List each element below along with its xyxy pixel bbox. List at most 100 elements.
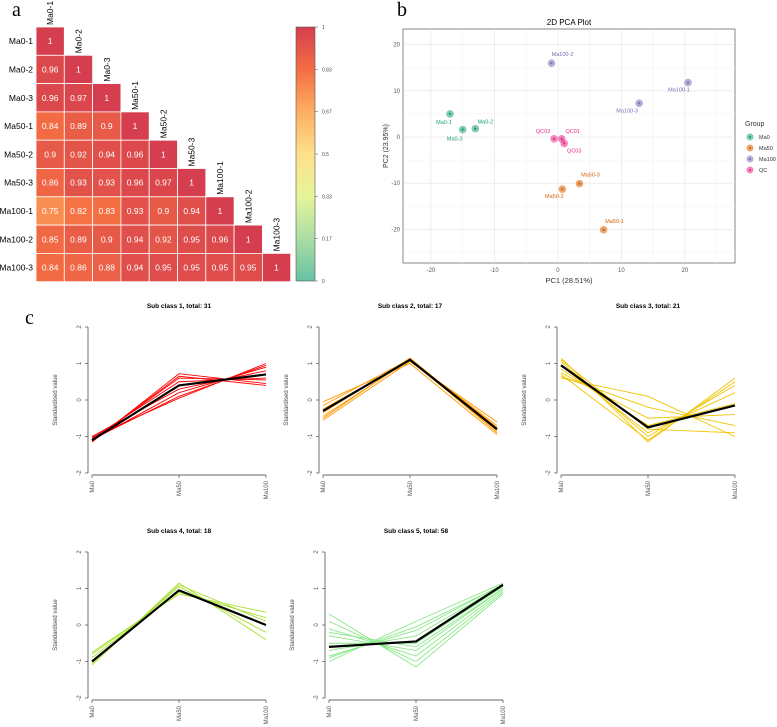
heatmap-col-label: Ma50-3 bbox=[187, 137, 197, 166]
profile-line bbox=[322, 358, 498, 428]
x-tick-label: Ma50 bbox=[177, 480, 183, 496]
heatmap-cell bbox=[35, 252, 65, 283]
x-tick-label: Ma0 bbox=[559, 480, 565, 492]
panel-label-a: a bbox=[12, 0, 21, 21]
y-tick-label: -10 bbox=[391, 181, 400, 187]
y-axis-label: Standardised value bbox=[284, 374, 290, 426]
heatmap-cell-value: 0.82 bbox=[70, 206, 87, 216]
pca-point-label: Ma0-1 bbox=[436, 120, 452, 126]
heatmap-cell-value: 1 bbox=[133, 121, 138, 131]
x-tick-label: Ma0 bbox=[90, 480, 96, 492]
pca-point-label: Ma100-1 bbox=[668, 88, 690, 94]
heatmap-col-label: Ma100-2 bbox=[243, 189, 253, 223]
profile-line bbox=[91, 586, 267, 662]
y-tick-label: 0 bbox=[77, 623, 83, 627]
x-axis-label: PC1 (28.51%) bbox=[545, 276, 593, 285]
legend-marker-core bbox=[748, 168, 752, 172]
colorbar-tick-label: 1 bbox=[322, 25, 325, 31]
pca-point-core bbox=[474, 127, 477, 130]
profile-line bbox=[91, 589, 267, 659]
heatmap-row-label: Ma0-1 bbox=[9, 36, 33, 46]
heatmap-cell-value: 0.93 bbox=[70, 178, 87, 188]
profile-line bbox=[91, 364, 267, 440]
x-tick-label: Ma0 bbox=[327, 705, 333, 717]
mean-line bbox=[91, 373, 267, 442]
pca-panel bbox=[402, 28, 736, 264]
heatmap-cell-value: 0.86 bbox=[70, 263, 87, 273]
heatmap-cell-value: 0.94 bbox=[98, 149, 115, 159]
x-tick-label: -10 bbox=[490, 268, 499, 274]
x-tick-label: 10 bbox=[618, 268, 625, 274]
y-tick-label: -1 bbox=[308, 433, 314, 439]
profile-line bbox=[91, 373, 267, 443]
heatmap-cell bbox=[35, 54, 65, 84]
y-tick-label: 20 bbox=[393, 43, 400, 49]
heatmap-cell-value: 0.75 bbox=[42, 206, 59, 216]
chart-title: Sub class 2, total: 17 bbox=[378, 303, 443, 310]
y-tick-label: -2 bbox=[308, 470, 314, 476]
profile-line bbox=[560, 377, 736, 437]
heatmap-cell bbox=[177, 252, 207, 283]
y-axis-label: Standardised value bbox=[53, 374, 59, 426]
pca-point-label: QC02 bbox=[536, 129, 550, 135]
mean-line bbox=[322, 358, 498, 431]
legend-marker-core bbox=[748, 135, 752, 139]
y-tick-label: 1 bbox=[546, 361, 552, 365]
profile-line bbox=[322, 359, 498, 426]
pca-point-core bbox=[552, 137, 556, 141]
profile-line bbox=[91, 377, 267, 439]
heatmap-cell-value: 0.9 bbox=[44, 149, 56, 159]
heatmap-cell-value: 1 bbox=[161, 149, 166, 159]
heatmap-cell bbox=[120, 139, 150, 169]
heatmap-col-label: Ma50-2 bbox=[158, 109, 168, 138]
y-tick-label: 1 bbox=[77, 361, 83, 365]
profile-line bbox=[91, 377, 267, 441]
heatmap-cell-value: 0.95 bbox=[155, 263, 172, 273]
colorbar-tick-label: 0.83 bbox=[322, 67, 332, 73]
y-tick-label: 0 bbox=[308, 398, 314, 402]
profile-line bbox=[328, 588, 504, 648]
heatmap-row-label: Ma100-1 bbox=[0, 206, 33, 216]
profile-line bbox=[328, 582, 504, 662]
y-tick-label: 2 bbox=[77, 550, 83, 554]
x-tick-label: Ma0 bbox=[90, 705, 96, 717]
heatmap-cell-value: 0.96 bbox=[212, 234, 229, 244]
y-axis-label: PC2 (23.95%) bbox=[383, 124, 390, 168]
profile-line bbox=[328, 589, 504, 657]
mean-line bbox=[91, 589, 267, 663]
x-tick-label: Ma0 bbox=[321, 480, 327, 492]
heatmap-cell bbox=[92, 224, 122, 254]
y-tick-label: 2 bbox=[77, 325, 83, 329]
heatmap-cell bbox=[261, 252, 292, 283]
pca-point-label: Ma50-2 bbox=[545, 194, 564, 200]
profile-line bbox=[560, 374, 736, 441]
profile-line bbox=[91, 582, 267, 666]
pca-point-label: Ma0-2 bbox=[478, 120, 494, 126]
colorbar-tick-label: 0 bbox=[322, 279, 325, 285]
heatmap-cell-value: 0.88 bbox=[98, 263, 115, 273]
heatmap-cell-value: 0.94 bbox=[127, 263, 144, 273]
heatmap-cell-value: 0.83 bbox=[98, 206, 115, 216]
heatmap-cell-value: 0.96 bbox=[127, 178, 144, 188]
heatmap-cell-value: 0.95 bbox=[183, 234, 200, 244]
heatmap-cell-value: 0.93 bbox=[127, 206, 144, 216]
pca-point-label: QC03 bbox=[567, 148, 581, 154]
heatmap-cell-value: 0.95 bbox=[183, 263, 200, 273]
pca-point-core bbox=[550, 61, 553, 65]
heatmap-col-label: Ma100-1 bbox=[215, 161, 225, 195]
heatmap-cell bbox=[35, 224, 65, 254]
x-tick-label: Ma50 bbox=[414, 705, 420, 721]
heatmap-cell bbox=[92, 168, 122, 198]
y-tick-label: -1 bbox=[314, 658, 320, 664]
y-tick-label: -2 bbox=[314, 695, 320, 701]
pca-point-label: QC01 bbox=[566, 129, 580, 135]
pca-point-label: Ma100-3 bbox=[616, 108, 638, 114]
heatmap-cell-value: 0.85 bbox=[42, 234, 59, 244]
heatmap-cell bbox=[63, 252, 94, 283]
heatmap-cell-value: 0.96 bbox=[127, 149, 144, 159]
mean-line bbox=[560, 364, 736, 429]
heatmap-cell-value: 0.97 bbox=[155, 178, 172, 188]
heatmap-cell-value: 1 bbox=[189, 178, 194, 188]
y-tick-label: 0 bbox=[314, 623, 320, 627]
legend-label: Ma100 bbox=[759, 157, 776, 163]
